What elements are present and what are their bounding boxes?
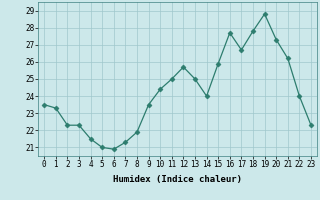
X-axis label: Humidex (Indice chaleur): Humidex (Indice chaleur) (113, 175, 242, 184)
